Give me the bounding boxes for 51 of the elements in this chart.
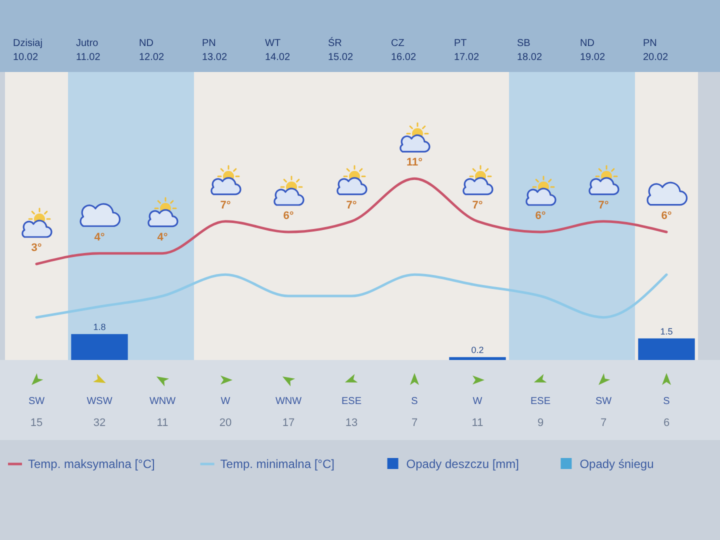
data-label: 7° [598, 199, 609, 212]
data-label: 6° [661, 210, 672, 222]
text: 7 [411, 417, 418, 429]
data-label: 1.5 [660, 326, 673, 336]
legend-label: Opady śniegu [580, 457, 654, 471]
text: 32 [93, 417, 106, 429]
data-label: 0.2 [471, 345, 484, 356]
text: ESE [341, 396, 362, 407]
data-label: 7° [472, 199, 483, 212]
data-label: 7° [346, 199, 357, 212]
data-label: 1.8 [93, 322, 106, 332]
data-label: 4° [94, 231, 105, 244]
data-label: 4° [157, 231, 168, 244]
x-tick-label: CZ 16.02 [391, 38, 416, 63]
text: 15 [30, 417, 43, 429]
text: 6 [663, 417, 670, 429]
text: WSW [86, 396, 113, 407]
data-label: 3° [31, 242, 42, 254]
data-label: 6° [283, 210, 294, 222]
x-tick-label: SB 18.02 [517, 38, 542, 63]
data-label: 11° [406, 156, 423, 169]
x-tick-label: PN 20.02 [643, 38, 668, 63]
text: 20 [219, 417, 232, 429]
legend-label: Opady deszczu [mm] [406, 457, 520, 471]
legend-label: Temp. minimalna [°C] [220, 457, 334, 471]
text: 7 [600, 417, 607, 429]
x-tick-label: Jutro 11.02 [76, 38, 101, 63]
legend-label: Temp. maksymalna [°C] [28, 457, 155, 471]
text: WNW [275, 396, 302, 407]
text: S [663, 396, 670, 407]
text: 13 [345, 417, 358, 429]
text: WNW [149, 396, 176, 407]
data-label: 7° [220, 199, 231, 212]
x-tick-label: ŚR 15.02 [328, 37, 354, 63]
x-tick-label: ND 19.02 [580, 38, 606, 63]
x-tick-label: WT 14.02 [265, 38, 290, 63]
text: 9 [537, 417, 544, 429]
text: SW [595, 396, 612, 407]
x-tick-label: PT 17.02 [454, 38, 480, 63]
text: S [411, 396, 418, 407]
text: ESE [530, 396, 551, 407]
text: W [472, 396, 483, 407]
x-tick-label: Dzisiaj 10.02 [13, 38, 42, 63]
x-tick-label: ND 12.02 [139, 38, 164, 63]
text: 11 [156, 417, 168, 429]
text: 17 [282, 417, 295, 429]
x-tick-label: PN 13.02 [202, 38, 228, 63]
data-label: 6° [535, 210, 546, 222]
text: W [220, 396, 231, 407]
text: 11 [472, 417, 484, 429]
text: SW [28, 396, 46, 407]
